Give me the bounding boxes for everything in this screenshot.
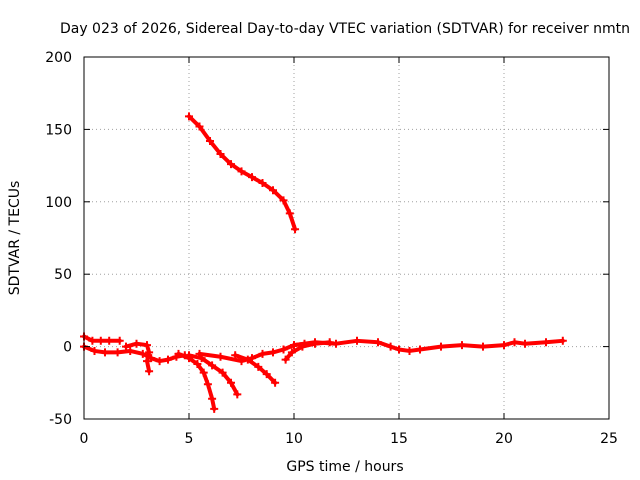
data-point [227, 378, 235, 387]
data-point [155, 357, 164, 366]
data-point [138, 349, 147, 358]
data-point [199, 368, 208, 377]
series-arc-long [290, 336, 567, 355]
data-point [174, 349, 183, 358]
data-point [96, 336, 105, 345]
data-point [216, 352, 225, 361]
y-tick-label: 0 [63, 340, 72, 356]
data-point [126, 346, 135, 355]
series-arc-high [185, 112, 300, 234]
data-point [206, 136, 214, 145]
data-point [237, 167, 246, 176]
y-tick-label: 100 [45, 195, 72, 211]
data-point [521, 339, 529, 348]
data-point [258, 178, 267, 187]
data-point [437, 342, 445, 351]
data-point [558, 336, 567, 345]
y-tick-label: 50 [54, 267, 72, 283]
data-point [374, 338, 382, 347]
x-tick-label: 0 [80, 431, 89, 447]
data-point [395, 345, 403, 354]
data-point [143, 357, 151, 366]
data-point [88, 336, 97, 345]
data-point [279, 345, 288, 354]
data-point [113, 348, 122, 357]
series-arc-drop-1 [174, 349, 219, 413]
data-point [218, 368, 227, 377]
data-point [248, 173, 256, 182]
data-point [208, 361, 217, 370]
data-point [145, 367, 154, 376]
series-arc-dip-2 [122, 339, 154, 376]
data-point [311, 338, 319, 347]
series-line [187, 114, 298, 232]
data-point [353, 336, 361, 345]
y-tick-label: -50 [49, 412, 72, 428]
data-series [80, 112, 567, 413]
data-point [185, 351, 193, 360]
data-point [195, 349, 204, 358]
plot-frame [83, 56, 610, 420]
data-point [185, 112, 193, 121]
data-point [510, 338, 519, 347]
data-point [416, 345, 424, 354]
data-point [210, 404, 219, 413]
grid [84, 57, 609, 419]
data-point [542, 338, 550, 347]
y-tick-label: 150 [45, 122, 72, 138]
chart-title: Day 023 of 2026, Sidereal Day-to-day VTE… [60, 21, 630, 37]
data-point [90, 346, 99, 355]
series-arc-dip-1 [80, 342, 189, 366]
y-tick-label: 200 [45, 50, 72, 66]
data-point [203, 380, 212, 389]
y-axis-label: SDTVAR / TECUs [7, 181, 23, 296]
x-tick-label: 25 [600, 431, 618, 447]
x-tick-label: 10 [285, 431, 303, 447]
data-point [132, 339, 141, 348]
series-line [292, 338, 565, 353]
data-point [143, 341, 151, 350]
data-point [500, 341, 508, 350]
data-point [290, 341, 298, 350]
data-point [101, 348, 109, 357]
axis-ticks: 0 5 10 15 20 25 -50 0 50 100 150 200 [45, 50, 618, 447]
data-point [115, 336, 124, 345]
data-point [285, 209, 294, 218]
data-point [193, 359, 202, 368]
data-point [479, 342, 487, 351]
data-point [332, 339, 340, 348]
data-point [386, 342, 395, 351]
data-point [254, 362, 263, 371]
data-point [122, 342, 130, 351]
series-arc-early [80, 332, 124, 345]
x-tick-label: 15 [390, 431, 408, 447]
data-point [195, 122, 204, 131]
data-point [279, 196, 288, 205]
data-point [248, 354, 256, 363]
data-point [237, 357, 246, 366]
data-point [105, 336, 114, 345]
data-point [281, 355, 290, 364]
data-point [271, 378, 280, 387]
data-point [145, 348, 154, 357]
data-point [405, 346, 414, 355]
data-point [258, 349, 267, 358]
data-point [227, 160, 235, 169]
data-point [291, 225, 300, 234]
data-point [287, 348, 296, 357]
data-point [269, 348, 277, 357]
data-point [164, 355, 172, 364]
data-point [216, 150, 225, 159]
x-tick-label: 5 [185, 431, 194, 447]
data-point [458, 341, 466, 350]
data-point [262, 370, 271, 379]
data-point [233, 390, 242, 399]
x-tick-label: 20 [495, 431, 513, 447]
data-point [208, 394, 217, 403]
data-point [269, 186, 277, 195]
x-axis-label: GPS time / hours [286, 459, 403, 475]
